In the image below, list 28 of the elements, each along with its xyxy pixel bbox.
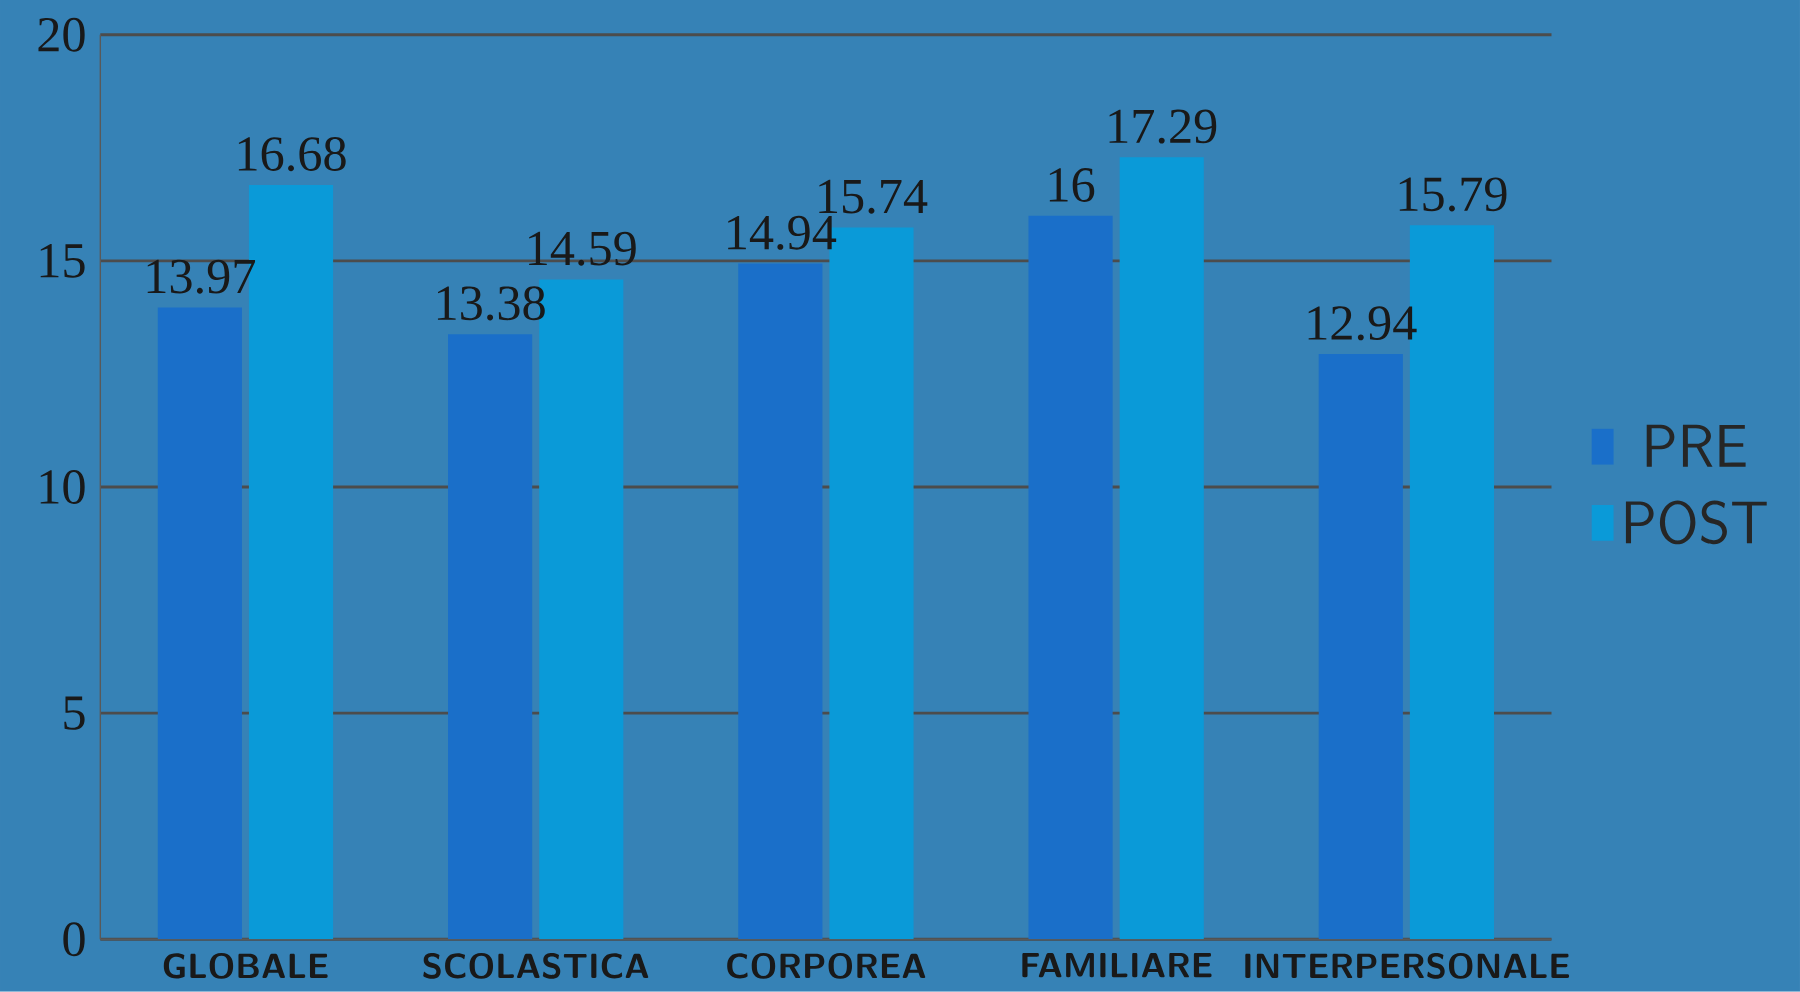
data-label: 15.74 (819, 179, 928, 214)
data-label: 12.94 (1308, 306, 1417, 341)
bar (1119, 157, 1204, 940)
y-tick-label: 20 (38, 17, 85, 52)
data-label: 14.59 (529, 231, 636, 266)
x-tick-label: GLOBALE (163, 953, 328, 979)
x-tick-label: SCOLASTICA (423, 953, 649, 979)
bar (448, 334, 533, 940)
data-label: 17.29 (1109, 109, 1217, 144)
data-label: 13.97 (147, 259, 256, 294)
data-label: 13.38 (437, 286, 545, 321)
legend-label: PRE (1646, 424, 1746, 467)
x-tick-label: CORPOREA (727, 953, 926, 979)
x-tick-label: INTERPERSONALE (1245, 953, 1570, 979)
bar (738, 263, 823, 940)
legend-label: POST (1625, 500, 1767, 545)
y-tick-label: 0 (63, 922, 85, 957)
bar (157, 307, 242, 940)
x-tick-label: FAMILIARE (1022, 953, 1212, 978)
data-label: 14.94 (728, 215, 837, 250)
y-tick-label: 5 (64, 696, 85, 730)
data-label: 15.79 (1399, 177, 1507, 212)
data-label: 16 (1049, 168, 1095, 202)
data-label: 16.68 (238, 137, 346, 172)
y-tick-label: 15 (40, 244, 85, 278)
bar (1028, 215, 1113, 940)
y-tick-label: 10 (40, 470, 85, 505)
bar (1318, 354, 1403, 940)
